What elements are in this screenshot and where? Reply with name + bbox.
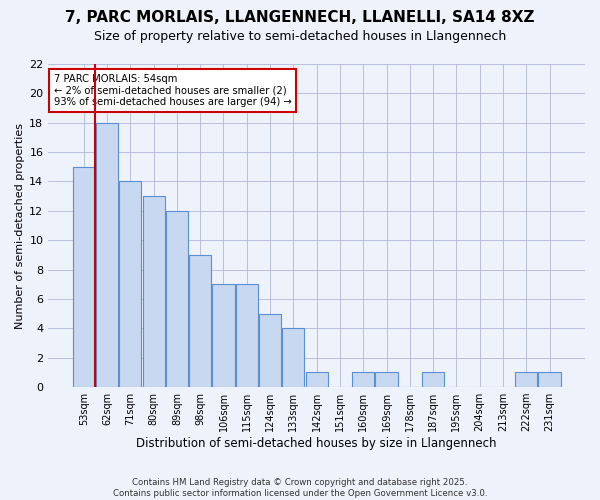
Bar — [352, 372, 374, 387]
Bar — [189, 255, 211, 387]
Bar — [119, 182, 142, 387]
Y-axis label: Number of semi-detached properties: Number of semi-detached properties — [15, 122, 25, 328]
Text: Contains HM Land Registry data © Crown copyright and database right 2025.
Contai: Contains HM Land Registry data © Crown c… — [113, 478, 487, 498]
Text: 7 PARC MORLAIS: 54sqm
← 2% of semi-detached houses are smaller (2)
93% of semi-d: 7 PARC MORLAIS: 54sqm ← 2% of semi-detac… — [53, 74, 292, 107]
Bar — [73, 167, 95, 387]
Bar — [143, 196, 164, 387]
Bar — [259, 314, 281, 387]
Bar — [166, 211, 188, 387]
Bar — [236, 284, 258, 387]
Text: Size of property relative to semi-detached houses in Llangennech: Size of property relative to semi-detach… — [94, 30, 506, 43]
Bar — [96, 122, 118, 387]
Bar — [282, 328, 304, 387]
Bar — [305, 372, 328, 387]
Bar — [212, 284, 235, 387]
X-axis label: Distribution of semi-detached houses by size in Llangennech: Distribution of semi-detached houses by … — [136, 437, 497, 450]
Text: 7, PARC MORLAIS, LLANGENNECH, LLANELLI, SA14 8XZ: 7, PARC MORLAIS, LLANGENNECH, LLANELLI, … — [65, 10, 535, 25]
Bar — [422, 372, 444, 387]
Bar — [538, 372, 560, 387]
Bar — [515, 372, 538, 387]
Bar — [376, 372, 398, 387]
